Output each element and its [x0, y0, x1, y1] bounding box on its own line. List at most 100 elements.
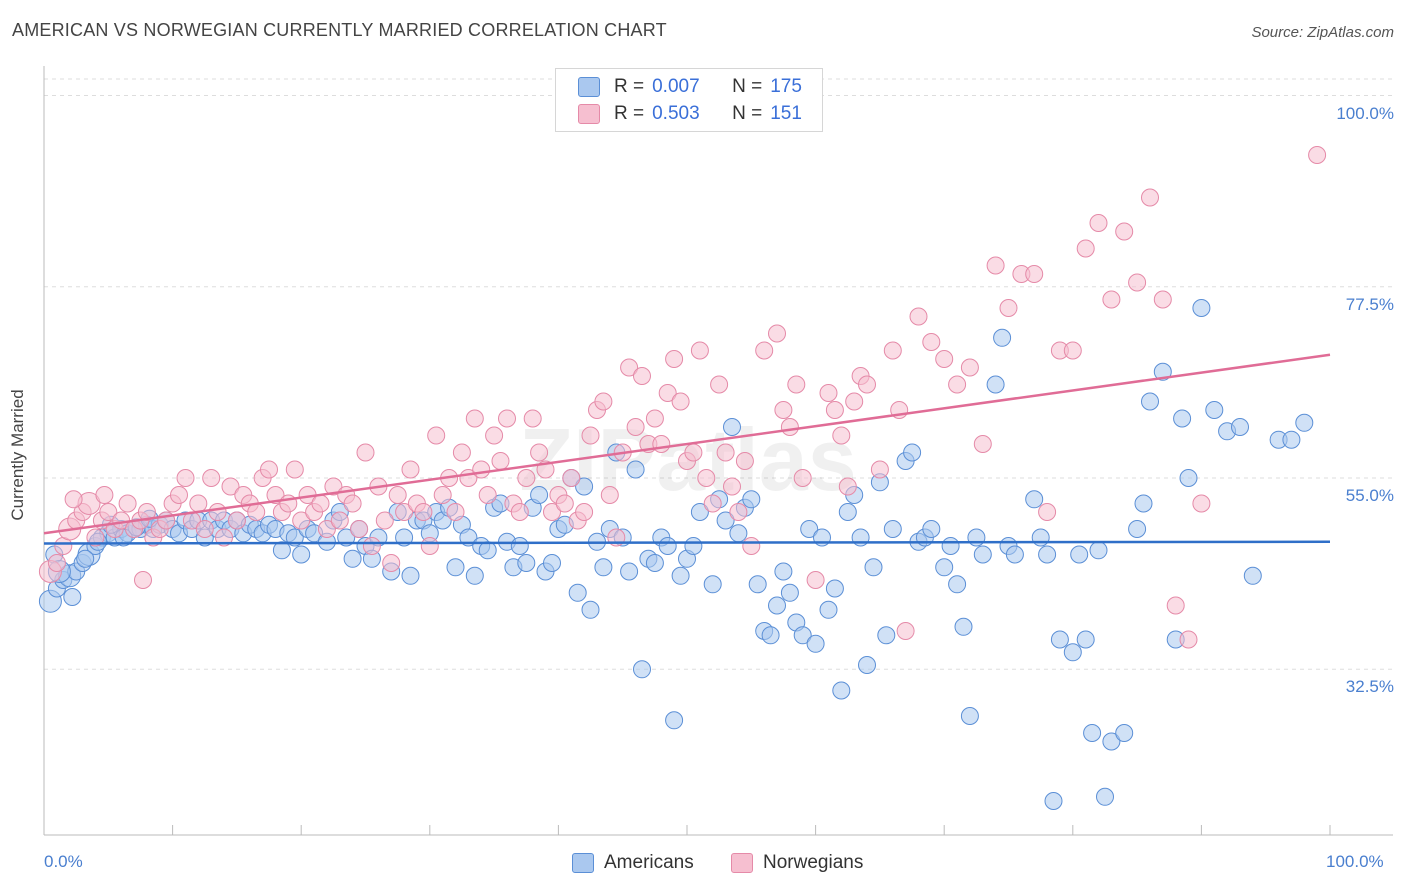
- norwegian-point: [420, 537, 439, 555]
- source-label: Source: ZipAtlas.com: [1251, 24, 1394, 41]
- bottom-legend-norwegians: Norwegians: [731, 852, 863, 874]
- american-point: [446, 558, 465, 577]
- norwegian-point: [86, 528, 105, 547]
- american-point: [594, 558, 613, 577]
- norwegian-point: [858, 375, 876, 394]
- american-point: [1025, 490, 1044, 509]
- american-point: [645, 554, 664, 572]
- norwegian-point: [99, 503, 118, 521]
- american-point: [1031, 528, 1050, 547]
- norwegian-point: [260, 460, 278, 479]
- y-axis-label: Currently Married: [8, 389, 27, 521]
- norwegian-point: [330, 511, 349, 530]
- norwegian-point: [1038, 503, 1057, 521]
- norwegian-point: [973, 435, 992, 453]
- american-point: [1050, 630, 1069, 649]
- american-point: [1076, 630, 1095, 649]
- norwegian-point: [1128, 273, 1147, 292]
- bottom-legend-swatch-americans: [572, 853, 594, 873]
- norwegian-point: [382, 554, 401, 572]
- norwegian-point: [774, 401, 793, 419]
- american-point: [883, 520, 902, 538]
- american-point: [703, 575, 722, 594]
- norwegian-point: [645, 409, 664, 428]
- american-point: [1115, 724, 1134, 742]
- american-point: [774, 562, 793, 581]
- american-point: [1083, 724, 1102, 742]
- norwegian-point: [581, 426, 600, 445]
- norwegian-point: [729, 503, 748, 521]
- norwegian-point: [697, 469, 716, 487]
- american-point: [825, 579, 844, 598]
- norwegian-point: [832, 426, 851, 445]
- american-point: [76, 549, 95, 568]
- norwegian-point: [465, 409, 484, 428]
- trend-line-americans: [43, 540, 1331, 545]
- norwegian-point: [247, 503, 266, 521]
- american-point: [1102, 732, 1121, 751]
- norwegian-point: [285, 460, 304, 479]
- american-point: [780, 583, 799, 602]
- legend-n-label: N =: [732, 76, 763, 97]
- american-point: [1044, 792, 1063, 810]
- norwegian-point: [375, 511, 394, 530]
- norwegian-point: [350, 520, 369, 538]
- norwegian-point: [838, 477, 857, 496]
- norwegian-point: [47, 554, 66, 572]
- american-point: [993, 328, 1012, 347]
- legend: R = 0.007 N = 175 R = 0.503 N = 151: [555, 68, 823, 132]
- norwegian-point: [64, 490, 83, 509]
- american-point: [465, 566, 484, 585]
- norwegian-point: [189, 494, 208, 513]
- norwegian-point: [134, 571, 152, 589]
- american-point: [401, 566, 420, 585]
- american-point: [568, 583, 587, 602]
- american-point: [1282, 430, 1301, 449]
- norwegian-point: [780, 418, 799, 436]
- american-point: [684, 537, 703, 555]
- norwegian-point: [684, 443, 703, 462]
- american-point: [903, 443, 922, 462]
- norwegian-point: [633, 367, 651, 385]
- norwegian-point: [1025, 265, 1044, 283]
- norwegian-point: [600, 486, 619, 504]
- american-point: [665, 711, 684, 730]
- norwegian-point: [498, 409, 516, 428]
- american-point: [1070, 545, 1089, 564]
- american-point: [716, 511, 735, 530]
- norwegian-point: [530, 443, 549, 462]
- norwegian-point: [433, 486, 452, 504]
- bottom-legend-americans: Americans: [572, 852, 694, 874]
- norwegian-point: [491, 452, 510, 470]
- american-point: [517, 554, 536, 572]
- norwegian-point: [735, 452, 754, 470]
- american-point: [337, 528, 356, 547]
- american-point: [819, 600, 838, 619]
- norwegian-point: [768, 324, 786, 343]
- american-point: [1153, 362, 1172, 381]
- norwegian-point: [414, 503, 433, 521]
- norwegian-point: [1166, 596, 1185, 615]
- norwegian-point: [948, 375, 967, 394]
- y-axis-label-wrap: Currently Married: [8, 324, 28, 520]
- norwegian-point: [620, 358, 639, 377]
- axes: [43, 66, 1393, 836]
- american-point: [63, 588, 82, 606]
- norwegian-point: [999, 299, 1018, 317]
- y-tick-label: 55.0%: [1345, 486, 1394, 505]
- bottom-legend-label-americans: Americans: [604, 852, 694, 873]
- american-point: [292, 545, 311, 564]
- legend-r-value: 0.007: [652, 76, 700, 97]
- american-point: [941, 537, 960, 555]
- american-point: [658, 537, 677, 555]
- norwegian-point: [343, 494, 362, 513]
- norwegian-point: [562, 469, 581, 487]
- norwegian-point: [95, 486, 114, 504]
- y-tick-label: 100.0%: [1336, 103, 1394, 123]
- legend-swatch-norwegians: [578, 104, 600, 124]
- norwegian-point: [671, 392, 690, 411]
- norwegian-point: [723, 477, 741, 496]
- legend-n-label: N =: [732, 103, 763, 124]
- norwegian-point: [485, 426, 504, 445]
- y-tick-label: 77.5%: [1345, 294, 1394, 314]
